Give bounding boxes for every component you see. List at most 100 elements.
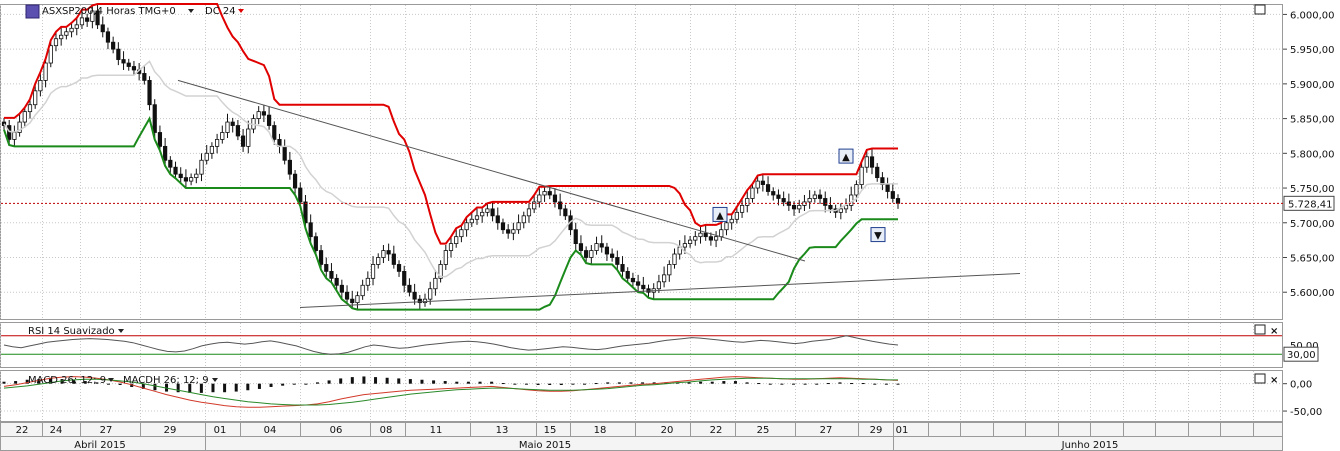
rsi-dropdown-icon[interactable] (118, 329, 124, 333)
candle (521, 215, 526, 224)
candle (708, 236, 713, 241)
macd-histogram-bar (211, 383, 215, 393)
symbol-dropdown-icon[interactable] (188, 9, 194, 13)
candle (282, 145, 287, 161)
maximize-pane-icon[interactable] (1254, 4, 1266, 15)
macd-histogram-bar (861, 383, 865, 385)
candle (126, 62, 131, 67)
rsi-maximize-icon[interactable] (1254, 324, 1266, 335)
candle (817, 194, 823, 199)
indicator-dropdown-icon[interactable] (238, 9, 244, 13)
candle (739, 205, 745, 213)
candle (797, 205, 802, 210)
candle (272, 125, 277, 140)
candle (381, 250, 386, 258)
candle (448, 243, 454, 251)
candle (402, 270, 407, 286)
signal-marker[interactable] (712, 206, 728, 222)
macd-histogram-bar (25, 379, 29, 384)
candle (641, 284, 646, 290)
macd-histogram-bar (374, 377, 378, 384)
macd-histogram-bar (745, 382, 749, 384)
macd-histogram-bar (838, 382, 842, 384)
macd-histogram-bar (292, 383, 296, 385)
candle (22, 111, 27, 123)
candle (215, 139, 220, 147)
candle (121, 59, 126, 64)
candle (168, 159, 173, 168)
candle (854, 184, 859, 196)
candle (344, 291, 350, 300)
candle (875, 166, 880, 179)
macd-histogram-bar (327, 380, 331, 384)
candle (636, 281, 641, 286)
candle (329, 270, 334, 279)
candle (765, 184, 771, 192)
candle (558, 201, 563, 210)
candle (667, 264, 672, 276)
candle (360, 284, 365, 297)
candle (526, 208, 532, 217)
macd-histogram-bar (710, 381, 714, 384)
macd-tick-label: 0,00 (1290, 380, 1312, 391)
candle (266, 114, 272, 126)
macd-histogram-bar (432, 380, 436, 384)
candle (303, 201, 308, 224)
macd-histogram-bar (443, 381, 447, 384)
macd-histogram-bar (234, 383, 238, 392)
candle (48, 45, 53, 64)
candle (339, 284, 344, 293)
candle (469, 218, 474, 224)
macd-maximize-icon[interactable] (1254, 373, 1266, 384)
macd-histogram-bar (826, 383, 830, 385)
candle (495, 215, 500, 224)
candle (625, 270, 630, 279)
macd-histogram-bar (246, 383, 250, 391)
signal-marker[interactable] (870, 227, 886, 243)
signal-marker[interactable] (838, 148, 854, 164)
candle (292, 173, 298, 189)
macdh-dropdown-icon[interactable] (212, 378, 218, 382)
macd-histogram-bar (815, 383, 819, 385)
macd-histogram-bar (466, 381, 470, 384)
candle (656, 281, 662, 290)
macd-histogram-bar (606, 382, 610, 384)
macd-histogram-bar (455, 381, 459, 384)
candle (662, 274, 667, 283)
macd-histogram-bar (281, 383, 285, 386)
candle (823, 198, 828, 206)
macd-tick-label: -50,00 (1290, 407, 1322, 418)
y-tick-label: 5.950,00 (1290, 45, 1335, 56)
candle (859, 166, 864, 185)
candle (246, 128, 251, 147)
x-tick-label: 18 (594, 425, 607, 436)
cfd-icon[interactable] (25, 4, 40, 19)
candle (703, 232, 708, 238)
macd-histogram-bar (548, 383, 552, 385)
price-tag-box (1283, 195, 1335, 211)
candle (79, 17, 85, 26)
macd-histogram-bar (106, 383, 110, 385)
candle (620, 264, 625, 272)
candle (417, 298, 422, 304)
candle (386, 250, 391, 255)
macd-histogram-bar (153, 383, 157, 391)
macd-histogram-bar (339, 378, 343, 384)
candle (464, 222, 469, 231)
candle (261, 111, 266, 116)
rsi-line (3, 335, 899, 355)
macd-histogram-bar (385, 377, 389, 384)
macd-histogram-bar (269, 383, 273, 387)
macd-close-icon: × (1270, 375, 1278, 386)
candle (33, 90, 38, 106)
candle (350, 298, 355, 304)
macd-histogram-bar (884, 383, 888, 385)
candle (85, 17, 90, 22)
candle (459, 229, 464, 238)
macd-histogram-bar (792, 383, 796, 385)
y-tick-label: 5.750,00 (1290, 184, 1335, 195)
candle (719, 229, 724, 238)
macd-dropdown-icon[interactable] (108, 378, 114, 382)
candle (428, 288, 433, 300)
candle (178, 173, 183, 179)
